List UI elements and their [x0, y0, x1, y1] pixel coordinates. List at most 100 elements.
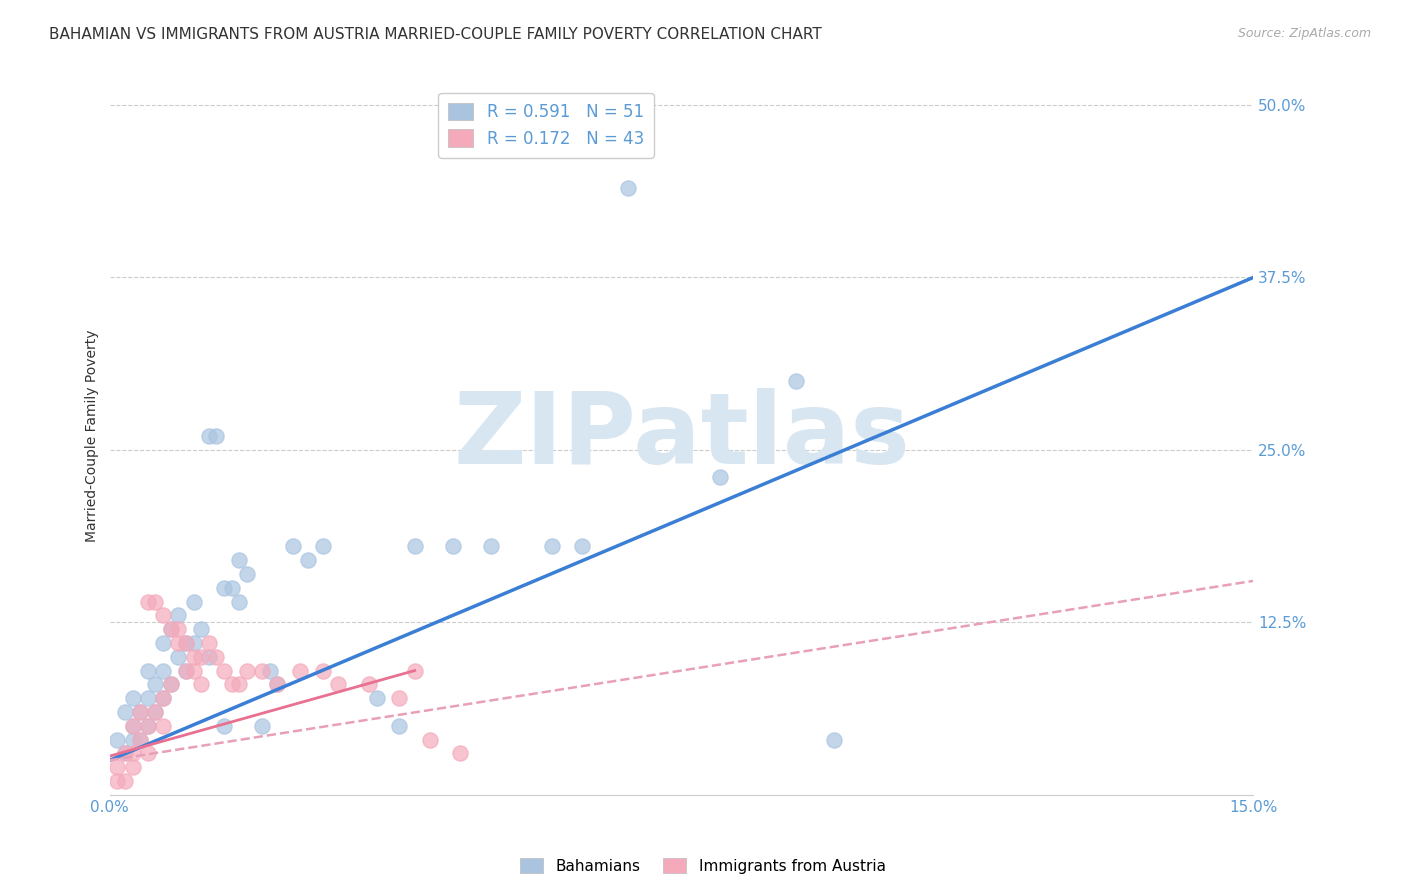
- Point: [105, 732, 128, 747]
- Point: [136, 719, 159, 733]
- Point: [183, 664, 205, 678]
- Point: [823, 732, 845, 747]
- Point: [357, 677, 380, 691]
- Point: [129, 732, 152, 747]
- Point: [145, 705, 167, 719]
- Point: [212, 581, 235, 595]
- Point: [388, 719, 411, 733]
- Point: [129, 732, 152, 747]
- Point: [129, 705, 152, 719]
- Point: [167, 636, 190, 650]
- Point: [250, 664, 273, 678]
- Point: [121, 691, 143, 706]
- Text: Source: ZipAtlas.com: Source: ZipAtlas.com: [1237, 27, 1371, 40]
- Point: [114, 747, 136, 761]
- Point: [136, 664, 159, 678]
- Point: [419, 732, 441, 747]
- Point: [785, 374, 807, 388]
- Point: [366, 691, 388, 706]
- Point: [136, 747, 159, 761]
- Point: [121, 732, 143, 747]
- Y-axis label: Married-Couple Family Poverty: Married-Couple Family Poverty: [86, 330, 100, 542]
- Point: [145, 677, 167, 691]
- Point: [266, 677, 288, 691]
- Point: [328, 677, 350, 691]
- Point: [617, 181, 640, 195]
- Legend: Bahamians, Immigrants from Austria: Bahamians, Immigrants from Austria: [515, 852, 891, 880]
- Point: [174, 636, 197, 650]
- Point: [228, 594, 250, 608]
- Point: [297, 553, 319, 567]
- Point: [183, 594, 205, 608]
- Point: [250, 719, 273, 733]
- Point: [404, 540, 426, 554]
- Point: [541, 540, 564, 554]
- Point: [198, 429, 221, 443]
- Text: BAHAMIAN VS IMMIGRANTS FROM AUSTRIA MARRIED-COUPLE FAMILY POVERTY CORRELATION CH: BAHAMIAN VS IMMIGRANTS FROM AUSTRIA MARR…: [49, 27, 823, 42]
- Point: [183, 649, 205, 664]
- Point: [266, 677, 288, 691]
- Point: [259, 664, 281, 678]
- Point: [114, 747, 136, 761]
- Point: [114, 705, 136, 719]
- Point: [136, 691, 159, 706]
- Point: [709, 470, 731, 484]
- Point: [152, 636, 174, 650]
- Point: [152, 608, 174, 623]
- Point: [190, 677, 212, 691]
- Point: [205, 649, 228, 664]
- Point: [159, 622, 181, 636]
- Point: [312, 664, 335, 678]
- Point: [159, 677, 181, 691]
- Point: [290, 664, 312, 678]
- Point: [136, 594, 159, 608]
- Point: [281, 540, 304, 554]
- Point: [167, 649, 190, 664]
- Point: [152, 719, 174, 733]
- Point: [174, 664, 197, 678]
- Point: [145, 594, 167, 608]
- Point: [479, 540, 502, 554]
- Point: [236, 567, 259, 582]
- Point: [198, 649, 221, 664]
- Point: [174, 664, 197, 678]
- Point: [159, 677, 181, 691]
- Point: [136, 719, 159, 733]
- Point: [404, 664, 426, 678]
- Point: [174, 636, 197, 650]
- Point: [152, 691, 174, 706]
- Point: [159, 622, 181, 636]
- Legend: R = 0.591   N = 51, R = 0.172   N = 43: R = 0.591 N = 51, R = 0.172 N = 43: [439, 93, 654, 158]
- Point: [212, 719, 235, 733]
- Point: [190, 649, 212, 664]
- Point: [167, 622, 190, 636]
- Point: [198, 636, 221, 650]
- Point: [571, 540, 593, 554]
- Point: [388, 691, 411, 706]
- Point: [152, 691, 174, 706]
- Point: [152, 664, 174, 678]
- Point: [145, 705, 167, 719]
- Point: [221, 677, 243, 691]
- Point: [221, 581, 243, 595]
- Point: [190, 622, 212, 636]
- Point: [167, 608, 190, 623]
- Point: [312, 540, 335, 554]
- Point: [105, 773, 128, 788]
- Point: [449, 747, 471, 761]
- Point: [205, 429, 228, 443]
- Point: [228, 677, 250, 691]
- Point: [121, 760, 143, 774]
- Point: [441, 540, 464, 554]
- Text: ZIPatlas: ZIPatlas: [453, 387, 910, 484]
- Point: [212, 664, 235, 678]
- Point: [228, 553, 250, 567]
- Point: [121, 747, 143, 761]
- Point: [105, 760, 128, 774]
- Point: [121, 719, 143, 733]
- Point: [183, 636, 205, 650]
- Point: [121, 719, 143, 733]
- Point: [114, 773, 136, 788]
- Point: [236, 664, 259, 678]
- Point: [129, 705, 152, 719]
